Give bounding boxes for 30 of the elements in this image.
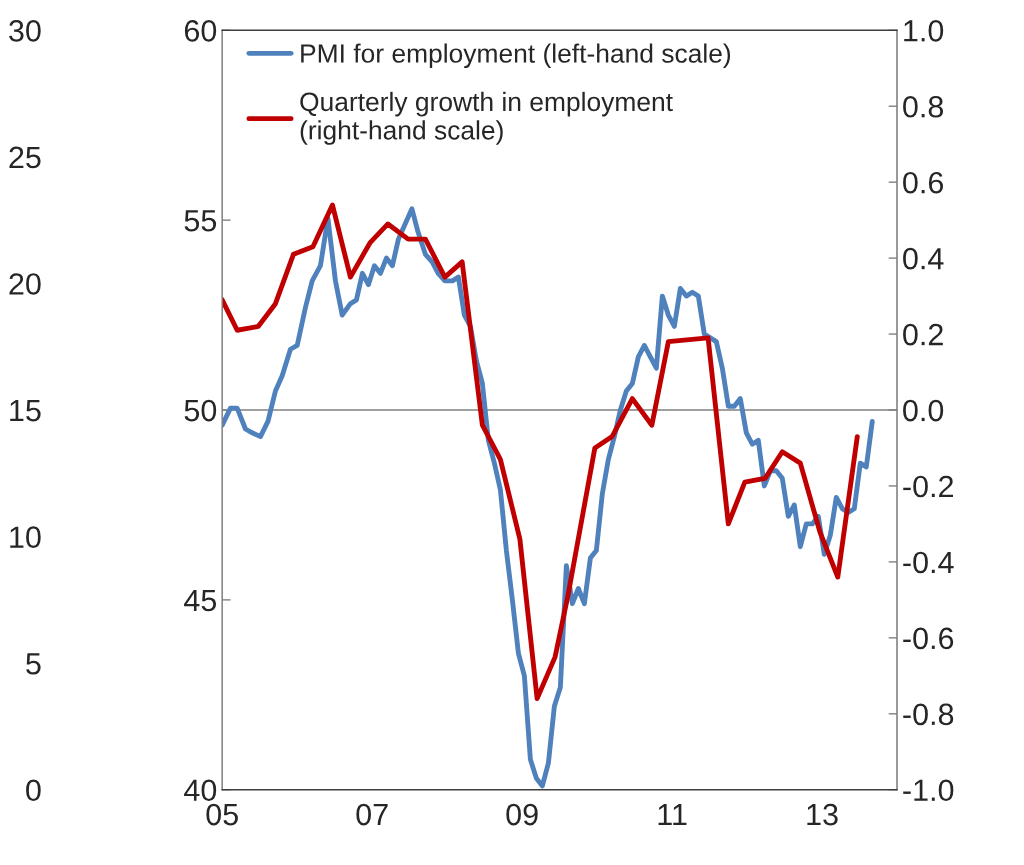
y2-tick-label: 1.0 xyxy=(904,20,944,42)
legend-label: Quarterly growth in employment (right-hand scale) xyxy=(300,91,673,145)
y3-tick-label: 10 xyxy=(10,526,41,548)
y2-tick-label: -0.4 xyxy=(903,551,954,574)
y-tick-label: 40 xyxy=(184,779,217,802)
y3-tick-label: 30 xyxy=(9,20,41,42)
x-tick-label: 13 xyxy=(807,803,838,826)
y-tick-label: 45 xyxy=(184,589,217,612)
y-tick-label: 60 xyxy=(184,20,217,42)
x-tick-label: 09 xyxy=(506,803,538,826)
y2-tick-label: 0.6 xyxy=(903,171,944,194)
y3-tick-label: 20 xyxy=(9,273,41,295)
x-tick-label: 11 xyxy=(658,804,687,826)
y3-tick-label: 5 xyxy=(26,653,41,675)
y2-tick-label: -1.0 xyxy=(903,779,954,802)
x-tick-label: 05 xyxy=(206,803,238,826)
x-tick-label: 07 xyxy=(356,803,388,826)
y3-tick-label: 15 xyxy=(10,400,41,422)
y2-tick-label: 0.4 xyxy=(903,247,944,270)
y2-tick-label: -0.6 xyxy=(903,627,954,650)
legend-label: PMI for employment (left-hand scale) xyxy=(301,43,731,69)
y3-tick-label: 25 xyxy=(9,146,41,169)
y2-tick-label: 0.0 xyxy=(903,399,944,422)
y2-tick-label: 0.2 xyxy=(903,323,943,346)
y2-tick-label: -0.8 xyxy=(903,703,954,726)
y2-tick-label: -0.2 xyxy=(903,475,953,498)
y-tick-label: 55 xyxy=(184,210,217,232)
y-tick-label: 50 xyxy=(184,399,217,422)
y3-tick-label: 0 xyxy=(26,779,41,802)
y2-tick-label: 0.8 xyxy=(903,95,944,118)
